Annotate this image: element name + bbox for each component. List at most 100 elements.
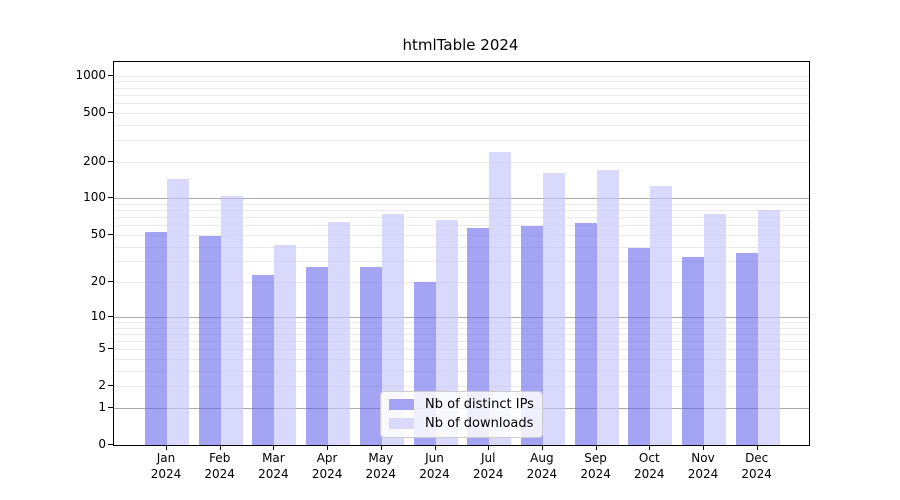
x-tick-mark — [434, 445, 436, 450]
y-tick-mark — [108, 444, 113, 445]
bar-distinct-ips-nov — [682, 256, 704, 445]
gridline-minor — [114, 341, 809, 342]
x-tick-mark — [380, 445, 382, 450]
bar-distinct-ips-apr — [306, 266, 329, 445]
gridline-minor — [114, 246, 809, 248]
x-tick-label: Sep 2024 — [580, 451, 611, 481]
gridline-minor — [114, 261, 809, 263]
gridline-minor — [114, 333, 809, 335]
bar-downloads-sep — [596, 170, 619, 445]
bar-downloads-jan — [167, 178, 189, 445]
gridline-minor — [114, 386, 809, 388]
x-tick-label: Feb 2024 — [204, 451, 235, 481]
bar-downloads-aug — [542, 172, 565, 445]
legend-label: Nb of distinct IPs — [425, 397, 534, 412]
legend-item-distinct-ips: Nb of distinct IPs — [389, 397, 534, 412]
x-tick-label: Aug 2024 — [526, 451, 558, 481]
gridline-major — [114, 316, 809, 318]
bar-downloads-jul — [489, 151, 512, 445]
gridline-minor — [114, 139, 809, 141]
y-tick-label: 500 — [83, 104, 106, 119]
gridline-minor — [114, 359, 809, 360]
gridline-minor — [114, 321, 809, 323]
x-tick-mark — [649, 445, 651, 450]
plot-area — [113, 61, 810, 446]
x-tick-mark — [327, 445, 329, 450]
gridline-minor — [114, 234, 809, 236]
legend-swatch-distinct-ips — [389, 399, 414, 410]
x-tick-mark — [219, 445, 221, 450]
bar-downloads-mar — [274, 245, 297, 445]
x-tick-mark — [756, 445, 758, 450]
bar-distinct-ips-aug — [520, 226, 543, 445]
bar-distinct-ips-jan — [145, 231, 167, 445]
bar-distinct-ips-sep — [574, 222, 597, 445]
y-tick-label: 1000 — [75, 67, 106, 82]
y-tick-label: 10 — [90, 308, 106, 323]
x-tick-label: Jan 2024 — [150, 451, 182, 481]
y-tick-mark — [108, 348, 113, 350]
bar-downloads-may — [381, 213, 404, 445]
x-tick-mark — [488, 445, 490, 450]
y-tick-label: 50 — [90, 226, 106, 241]
y-tick-label: 1 — [98, 399, 106, 414]
x-tick-label: Dec 2024 — [741, 451, 772, 481]
gridline-minor — [114, 217, 809, 219]
x-tick-label: Oct 2024 — [634, 451, 665, 481]
legend: Nb of distinct IPs Nb of downloads — [380, 391, 543, 438]
bar-downloads-feb — [220, 196, 243, 445]
y-tick-label: 200 — [83, 153, 106, 168]
bar-downloads-jun — [435, 220, 458, 445]
y-tick-label: 5 — [98, 341, 106, 356]
bar-downloads-nov — [704, 213, 726, 445]
gridline-minor — [114, 161, 809, 163]
bar-distinct-ips-oct — [628, 247, 651, 445]
bar-distinct-ips-may — [359, 266, 382, 445]
gridline-minor — [114, 81, 809, 83]
bar-distinct-ips-feb — [198, 235, 221, 445]
gridline-minor — [114, 225, 809, 227]
gridline-minor — [114, 282, 809, 284]
y-tick-label: 20 — [90, 274, 106, 289]
x-tick-label: Jun 2024 — [419, 451, 450, 481]
x-tick-label: Nov 2024 — [687, 451, 719, 481]
y-tick-mark — [108, 406, 113, 408]
x-tick-mark — [703, 445, 704, 450]
x-tick-label: May 2024 — [365, 451, 397, 481]
gridline-minor — [114, 370, 809, 372]
y-tick-label: 0 — [98, 437, 106, 451]
y-tick-label: 100 — [83, 190, 106, 205]
gridline-minor — [114, 94, 809, 96]
x-tick-mark — [273, 445, 275, 450]
gridline-minor — [114, 112, 809, 114]
y-tick-mark — [108, 160, 113, 162]
bar-downloads-oct — [650, 186, 673, 445]
bar-distinct-ips-dec — [735, 253, 758, 445]
x-tick-mark — [595, 445, 597, 450]
x-tick-label: Apr 2024 — [311, 451, 343, 481]
y-tick-mark — [108, 111, 113, 113]
gridline-minor — [114, 124, 809, 126]
y-tick-mark — [108, 315, 113, 317]
x-tick-label: Jul 2024 — [472, 451, 504, 481]
gridline-minor — [114, 210, 809, 212]
legend-label: Nb of downloads — [425, 416, 534, 431]
bar-distinct-ips-mar — [252, 275, 275, 445]
gridline-minor — [114, 349, 809, 351]
bar-distinct-ips-jul — [467, 227, 490, 445]
y-tick-mark — [108, 281, 113, 283]
gridline-minor — [114, 203, 809, 205]
y-tick-mark — [108, 197, 113, 199]
x-tick-label: Mar 2024 — [258, 451, 289, 481]
gridline-minor — [114, 102, 809, 104]
gridline-minor — [114, 327, 809, 329]
y-tick-mark — [108, 385, 113, 387]
gridline-major — [114, 198, 809, 200]
x-tick-mark — [166, 445, 167, 450]
y-tick-mark — [108, 233, 113, 235]
gridline-minor — [114, 75, 809, 77]
legend-item-downloads: Nb of downloads — [389, 416, 534, 431]
gridline-minor — [114, 87, 809, 89]
x-tick-mark — [541, 445, 543, 450]
